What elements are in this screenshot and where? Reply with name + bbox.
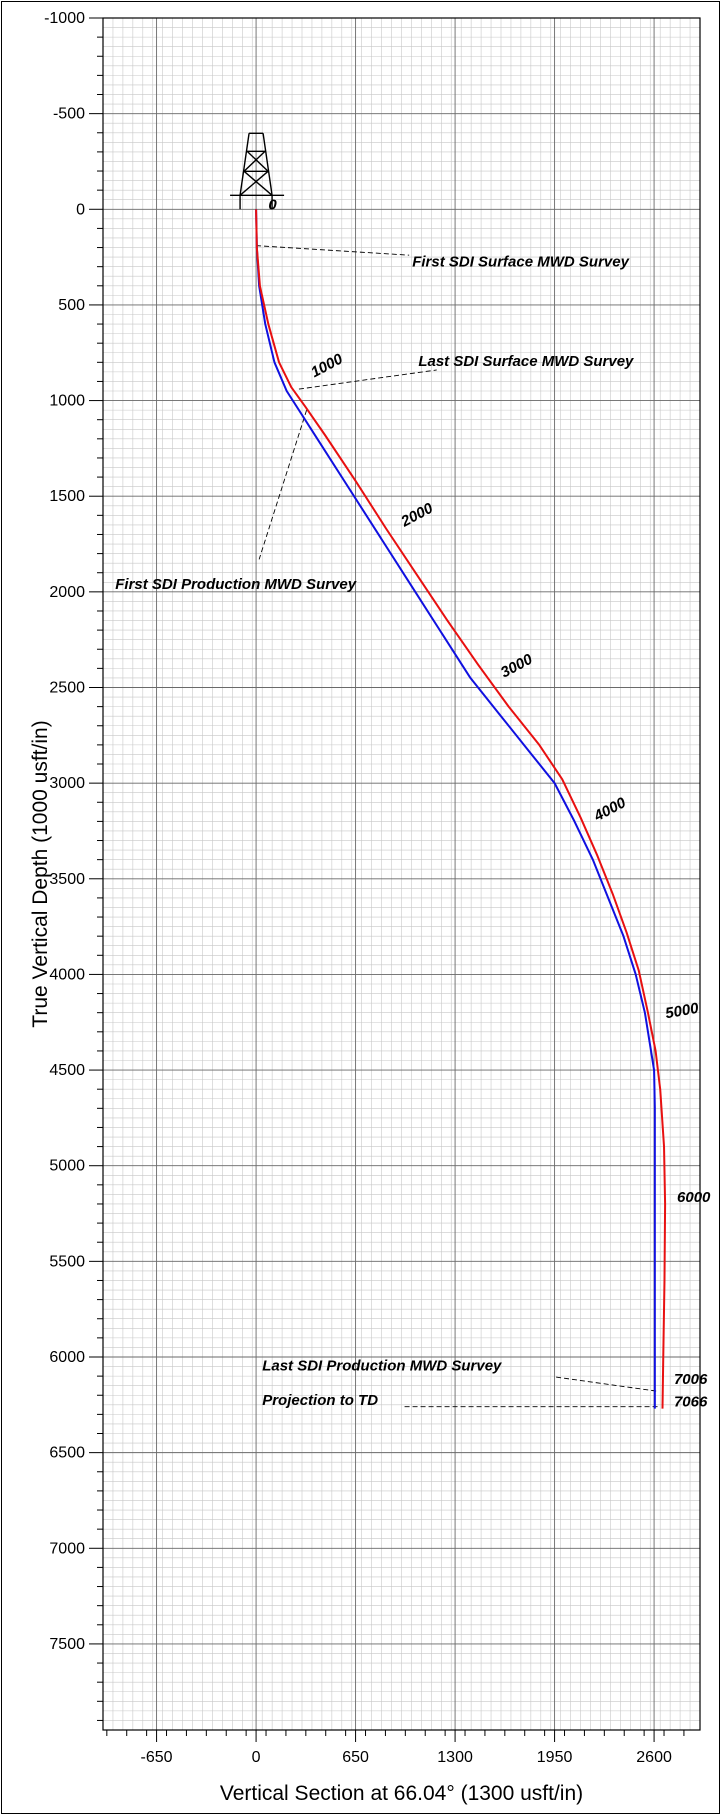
md-label: 3000 <box>498 650 536 681</box>
y-tick-label: 2000 <box>49 584 85 601</box>
rig-stroke <box>262 133 273 196</box>
annotation-leader <box>256 245 410 256</box>
y-tick-label: -500 <box>53 106 85 123</box>
y-tick-label: 4500 <box>49 1062 85 1079</box>
minor-grid <box>102 17 701 1731</box>
y-tick-label: 3000 <box>49 775 85 792</box>
actual-series-line <box>255 209 667 1409</box>
x-tick-label: 1300 <box>437 1749 473 1766</box>
rig-stroke <box>246 150 269 172</box>
y-tick-label: 5500 <box>49 1253 85 1270</box>
y-tick-label: 0 <box>76 201 85 218</box>
annotation-label: Last SDI Surface MWD Survey <box>418 353 634 370</box>
y-tick-label: 6000 <box>49 1349 85 1366</box>
md-label: 7066 <box>674 1394 708 1411</box>
y-tick-label: 2500 <box>49 679 85 696</box>
x-axis-title: Vertical Section at 66.04° (1300 usft/in… <box>220 1782 583 1805</box>
md-label: 5000 <box>664 1000 700 1023</box>
md-label: 7006 <box>674 1371 708 1388</box>
y-tick-label: 6500 <box>49 1445 85 1462</box>
y-tick-label: 4000 <box>49 966 85 983</box>
y-tick-label: 3500 <box>49 871 85 888</box>
annotations: First SDI Surface MWD Survey Last SDI Sur… <box>115 245 659 1409</box>
annotation-leader <box>556 1376 659 1392</box>
y-tick-label: 500 <box>58 297 85 314</box>
annotation-label: Last SDI Production MWD Survey <box>262 1357 502 1374</box>
md-labels: 0 1000 2000 3000 4000 5000 6000 7006 7066 <box>268 196 711 1410</box>
y-tick-label: 7000 <box>49 1540 85 1557</box>
md-label: 4000 <box>590 794 629 825</box>
y-tick-label: 1000 <box>49 393 85 410</box>
md-label: 6000 <box>677 1189 711 1206</box>
x-tick-labels: -650 0 650 1300 1950 2600 <box>141 1749 672 1766</box>
axis-ticks <box>89 17 685 1742</box>
annotation-leader <box>258 409 308 560</box>
x-tick-label: 1950 <box>537 1749 573 1766</box>
y-tick-label: 5000 <box>49 1158 85 1175</box>
x-tick-label: 0 <box>252 1749 261 1766</box>
rig-stroke <box>243 150 266 172</box>
y-tick-label: -1000 <box>44 10 85 27</box>
x-tick-label: 2600 <box>636 1749 672 1766</box>
plan-series-line <box>255 209 656 1409</box>
series-group <box>255 209 667 1409</box>
drilling-rig-icon <box>230 132 285 210</box>
annotation-leader <box>298 369 437 390</box>
annotation-label: First SDI Production MWD Survey <box>115 576 357 593</box>
x-tick-label: 650 <box>342 1749 369 1766</box>
major-grid <box>103 17 700 1730</box>
y-tick-labels: -1000 -500 0 500 1000 1500 2000 2500 3000 3500 400… <box>44 10 85 1653</box>
annotation-label: First SDI Surface MWD Survey <box>412 254 629 271</box>
y-tick-label: 7500 <box>49 1636 85 1653</box>
plot-border <box>102 17 701 1731</box>
md-label: 1000 <box>308 350 346 381</box>
rig-stroke <box>239 133 250 196</box>
annotation-label: Projection to TD <box>262 1392 378 1409</box>
rig-stroke <box>243 170 273 196</box>
y-axis-title: True Vertical Depth (1000 usft/in) <box>29 720 52 1027</box>
y-tick-label: 1500 <box>49 488 85 505</box>
md-label: 2000 <box>398 499 437 530</box>
x-tick-label: -650 <box>141 1749 173 1766</box>
md-label: 0 <box>268 196 277 213</box>
rig-stroke <box>239 170 269 196</box>
